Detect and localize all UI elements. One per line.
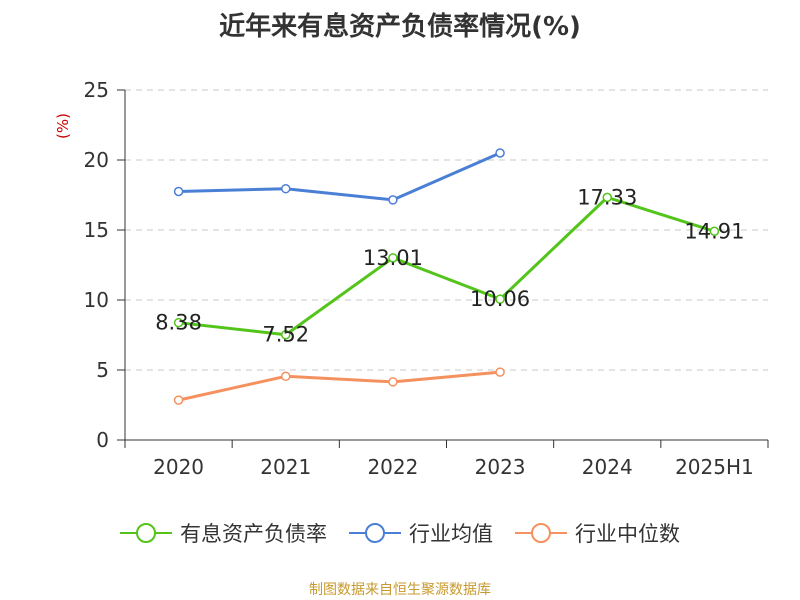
legend-item: 行业均值 (349, 518, 493, 548)
x-tick-label: 2022 (367, 455, 418, 479)
data-label: 10.06 (470, 287, 530, 311)
series-line (178, 370, 501, 402)
data-point (388, 195, 398, 205)
series-line (178, 195, 715, 337)
x-tick-label: 2020 (153, 455, 204, 479)
legend-swatch (349, 523, 401, 543)
legend-swatch (120, 523, 172, 543)
chart-title: 近年来有息资产负债率情况(%) (219, 12, 581, 42)
x-tick-label: 2023 (475, 455, 526, 479)
data-point (388, 253, 398, 263)
data-point (709, 226, 720, 237)
data-label: 7.52 (262, 323, 309, 347)
data-point (495, 294, 505, 304)
data-label: 14.91 (684, 219, 744, 243)
legend-swatch (515, 523, 567, 543)
y-tick-label: 15 (84, 218, 109, 242)
y-tick-label: 20 (84, 148, 109, 172)
data-point (388, 377, 398, 387)
legend-label: 行业均值 (409, 522, 493, 546)
x-tick-label: 2025H1 (675, 455, 754, 479)
legend-item: 有息资产负债率 (120, 518, 327, 548)
series-line (178, 151, 501, 202)
x-tick-label: 2021 (260, 455, 311, 479)
data-point (281, 183, 291, 194)
data-point (173, 186, 184, 197)
source-footer: 制图数据来自恒生聚源数据库 (309, 582, 491, 598)
data-point (281, 371, 291, 382)
data-point (495, 367, 505, 377)
y-tick-label: 25 (84, 78, 109, 102)
data-point (602, 192, 612, 203)
data-label: 13.01 (363, 246, 423, 270)
data-point (495, 148, 505, 158)
data-point (173, 395, 184, 405)
legend-label: 行业中位数 (575, 522, 680, 546)
y-tick-label: 5 (96, 358, 109, 382)
y-tick-label: 10 (84, 288, 109, 312)
y-tick-label: 0 (96, 428, 109, 452)
y-axis-label: (%) (54, 113, 72, 139)
data-label: 8.38 (155, 311, 202, 335)
legend-item: 行业中位数 (515, 518, 680, 548)
data-label: 17.33 (577, 185, 637, 209)
x-tick-label: 2024 (582, 455, 633, 479)
legend-label: 有息资产负债率 (180, 522, 327, 546)
legend: 有息资产负债率 行业均值 行业中位数 (0, 518, 800, 548)
data-point (173, 317, 184, 328)
data-point (281, 329, 291, 340)
